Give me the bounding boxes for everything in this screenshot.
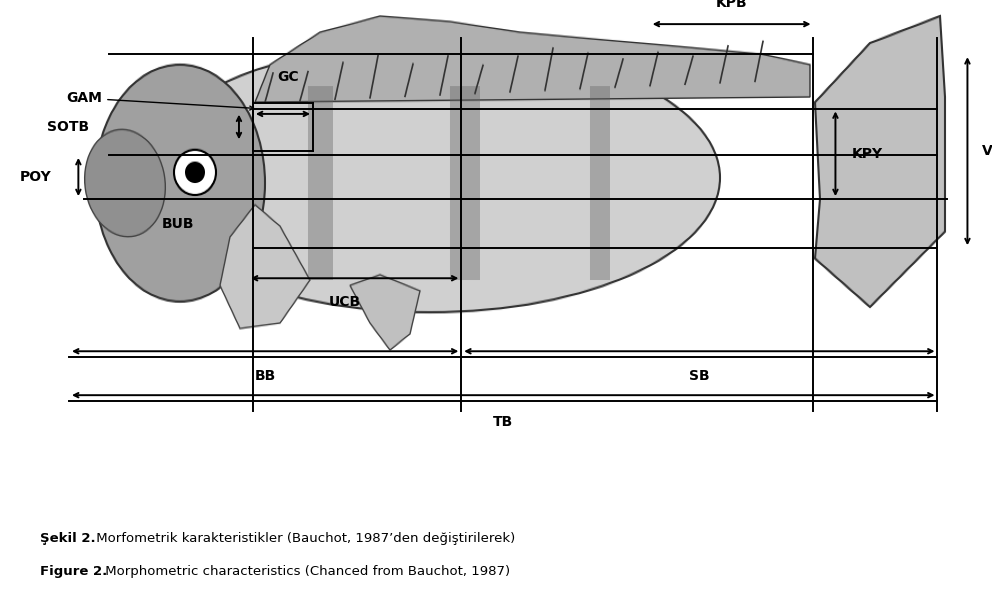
Text: SOTB: SOTB <box>48 120 89 134</box>
Text: VY: VY <box>981 144 992 158</box>
Text: KPB: KPB <box>716 0 747 10</box>
Text: GC: GC <box>277 70 299 84</box>
Text: POY: POY <box>20 170 52 184</box>
Text: BUB: BUB <box>162 216 194 231</box>
Text: Morfometrik karakteristikler (Bauchot, 1987’den değiştirilerek): Morfometrik karakteristikler (Bauchot, 1… <box>92 532 516 545</box>
Text: KPY: KPY <box>851 147 883 160</box>
Text: Figure 2.: Figure 2. <box>40 565 107 578</box>
Text: UCB: UCB <box>328 295 361 309</box>
Text: BB: BB <box>255 369 276 383</box>
Text: Morphometric characteristics (Chanced from Bauchot, 1987): Morphometric characteristics (Chanced fr… <box>101 565 510 578</box>
Text: SB: SB <box>689 369 709 383</box>
Text: Şekil 2.: Şekil 2. <box>40 532 95 545</box>
Text: GAM: GAM <box>66 91 254 110</box>
Text: TB: TB <box>493 415 514 429</box>
